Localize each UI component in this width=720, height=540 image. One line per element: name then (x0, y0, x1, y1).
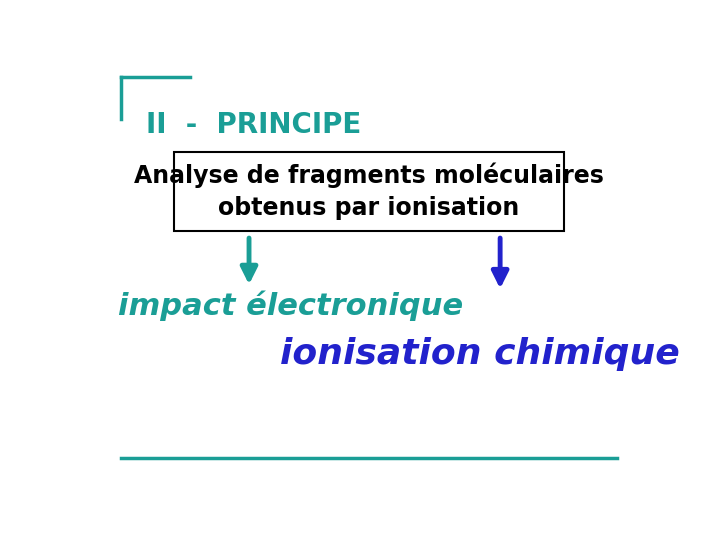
Bar (174, 152, 564, 231)
Text: ionisation chimique: ionisation chimique (280, 337, 680, 371)
Text: impact électronique: impact électronique (118, 291, 463, 321)
Text: II  -  PRINCIPE: II - PRINCIPE (145, 111, 361, 139)
Text: Analyse de fragments moléculaires: Analyse de fragments moléculaires (134, 162, 604, 188)
Text: obtenus par ionisation: obtenus par ionisation (218, 196, 520, 220)
